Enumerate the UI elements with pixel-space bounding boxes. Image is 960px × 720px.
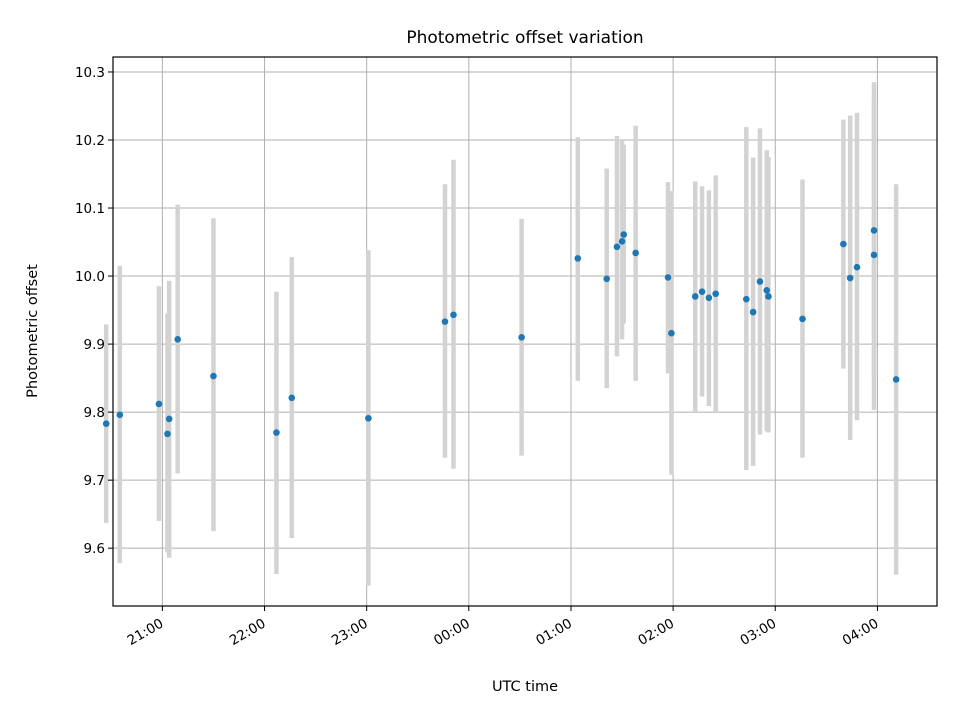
data-point bbox=[765, 293, 772, 300]
data-point bbox=[705, 294, 713, 302]
data-point bbox=[273, 429, 280, 436]
data-point bbox=[164, 430, 171, 438]
data-point bbox=[518, 333, 525, 341]
data-point bbox=[210, 372, 217, 380]
data-point bbox=[618, 238, 626, 245]
x-axis-title: UTC time bbox=[492, 679, 558, 695]
data-point bbox=[846, 274, 854, 282]
data-point bbox=[174, 336, 181, 343]
y-tick-label: 9.9 bbox=[84, 337, 105, 353]
data-points bbox=[102, 227, 900, 438]
data-point bbox=[155, 400, 163, 408]
data-point bbox=[892, 376, 900, 383]
data-point bbox=[870, 251, 878, 259]
data-point bbox=[288, 394, 296, 402]
data-point bbox=[664, 274, 672, 281]
data-point bbox=[853, 263, 861, 271]
y-tick-label: 10.1 bbox=[75, 201, 105, 217]
data-point bbox=[763, 287, 771, 294]
data-point bbox=[749, 308, 757, 316]
chart-title: Photometric offset variation bbox=[406, 28, 643, 48]
data-point bbox=[668, 329, 675, 337]
data-point bbox=[620, 231, 628, 238]
y-tick-label: 9.8 bbox=[84, 405, 105, 421]
y-tick-label: 10.0 bbox=[75, 269, 105, 285]
data-point bbox=[574, 255, 582, 262]
data-point bbox=[799, 315, 806, 323]
y-tick-label: 10.2 bbox=[75, 133, 105, 149]
plot-frame bbox=[112, 56, 938, 607]
data-point bbox=[840, 240, 847, 248]
data-point bbox=[743, 295, 750, 303]
data-point bbox=[165, 415, 173, 423]
data-point bbox=[632, 249, 639, 257]
data-point bbox=[698, 288, 706, 296]
data-point bbox=[712, 290, 719, 298]
data-point bbox=[102, 420, 110, 427]
data-point bbox=[756, 278, 764, 285]
y-tick-label: 9.7 bbox=[84, 473, 105, 489]
data-point bbox=[870, 227, 878, 234]
data-point bbox=[441, 318, 449, 325]
data-point bbox=[116, 411, 124, 419]
data-point bbox=[450, 311, 457, 319]
y-tick-label: 9.6 bbox=[84, 541, 105, 557]
data-point bbox=[603, 275, 611, 283]
y-axis: 9.6 9.7 9.8 9.9 10.0 10.1 10.2 10.3 bbox=[75, 65, 113, 557]
y-axis-title: Photometric offset bbox=[25, 264, 41, 398]
data-point bbox=[691, 293, 699, 300]
data-point bbox=[613, 243, 621, 251]
data-point bbox=[365, 414, 372, 422]
y-tick-label: 10.3 bbox=[75, 65, 105, 81]
